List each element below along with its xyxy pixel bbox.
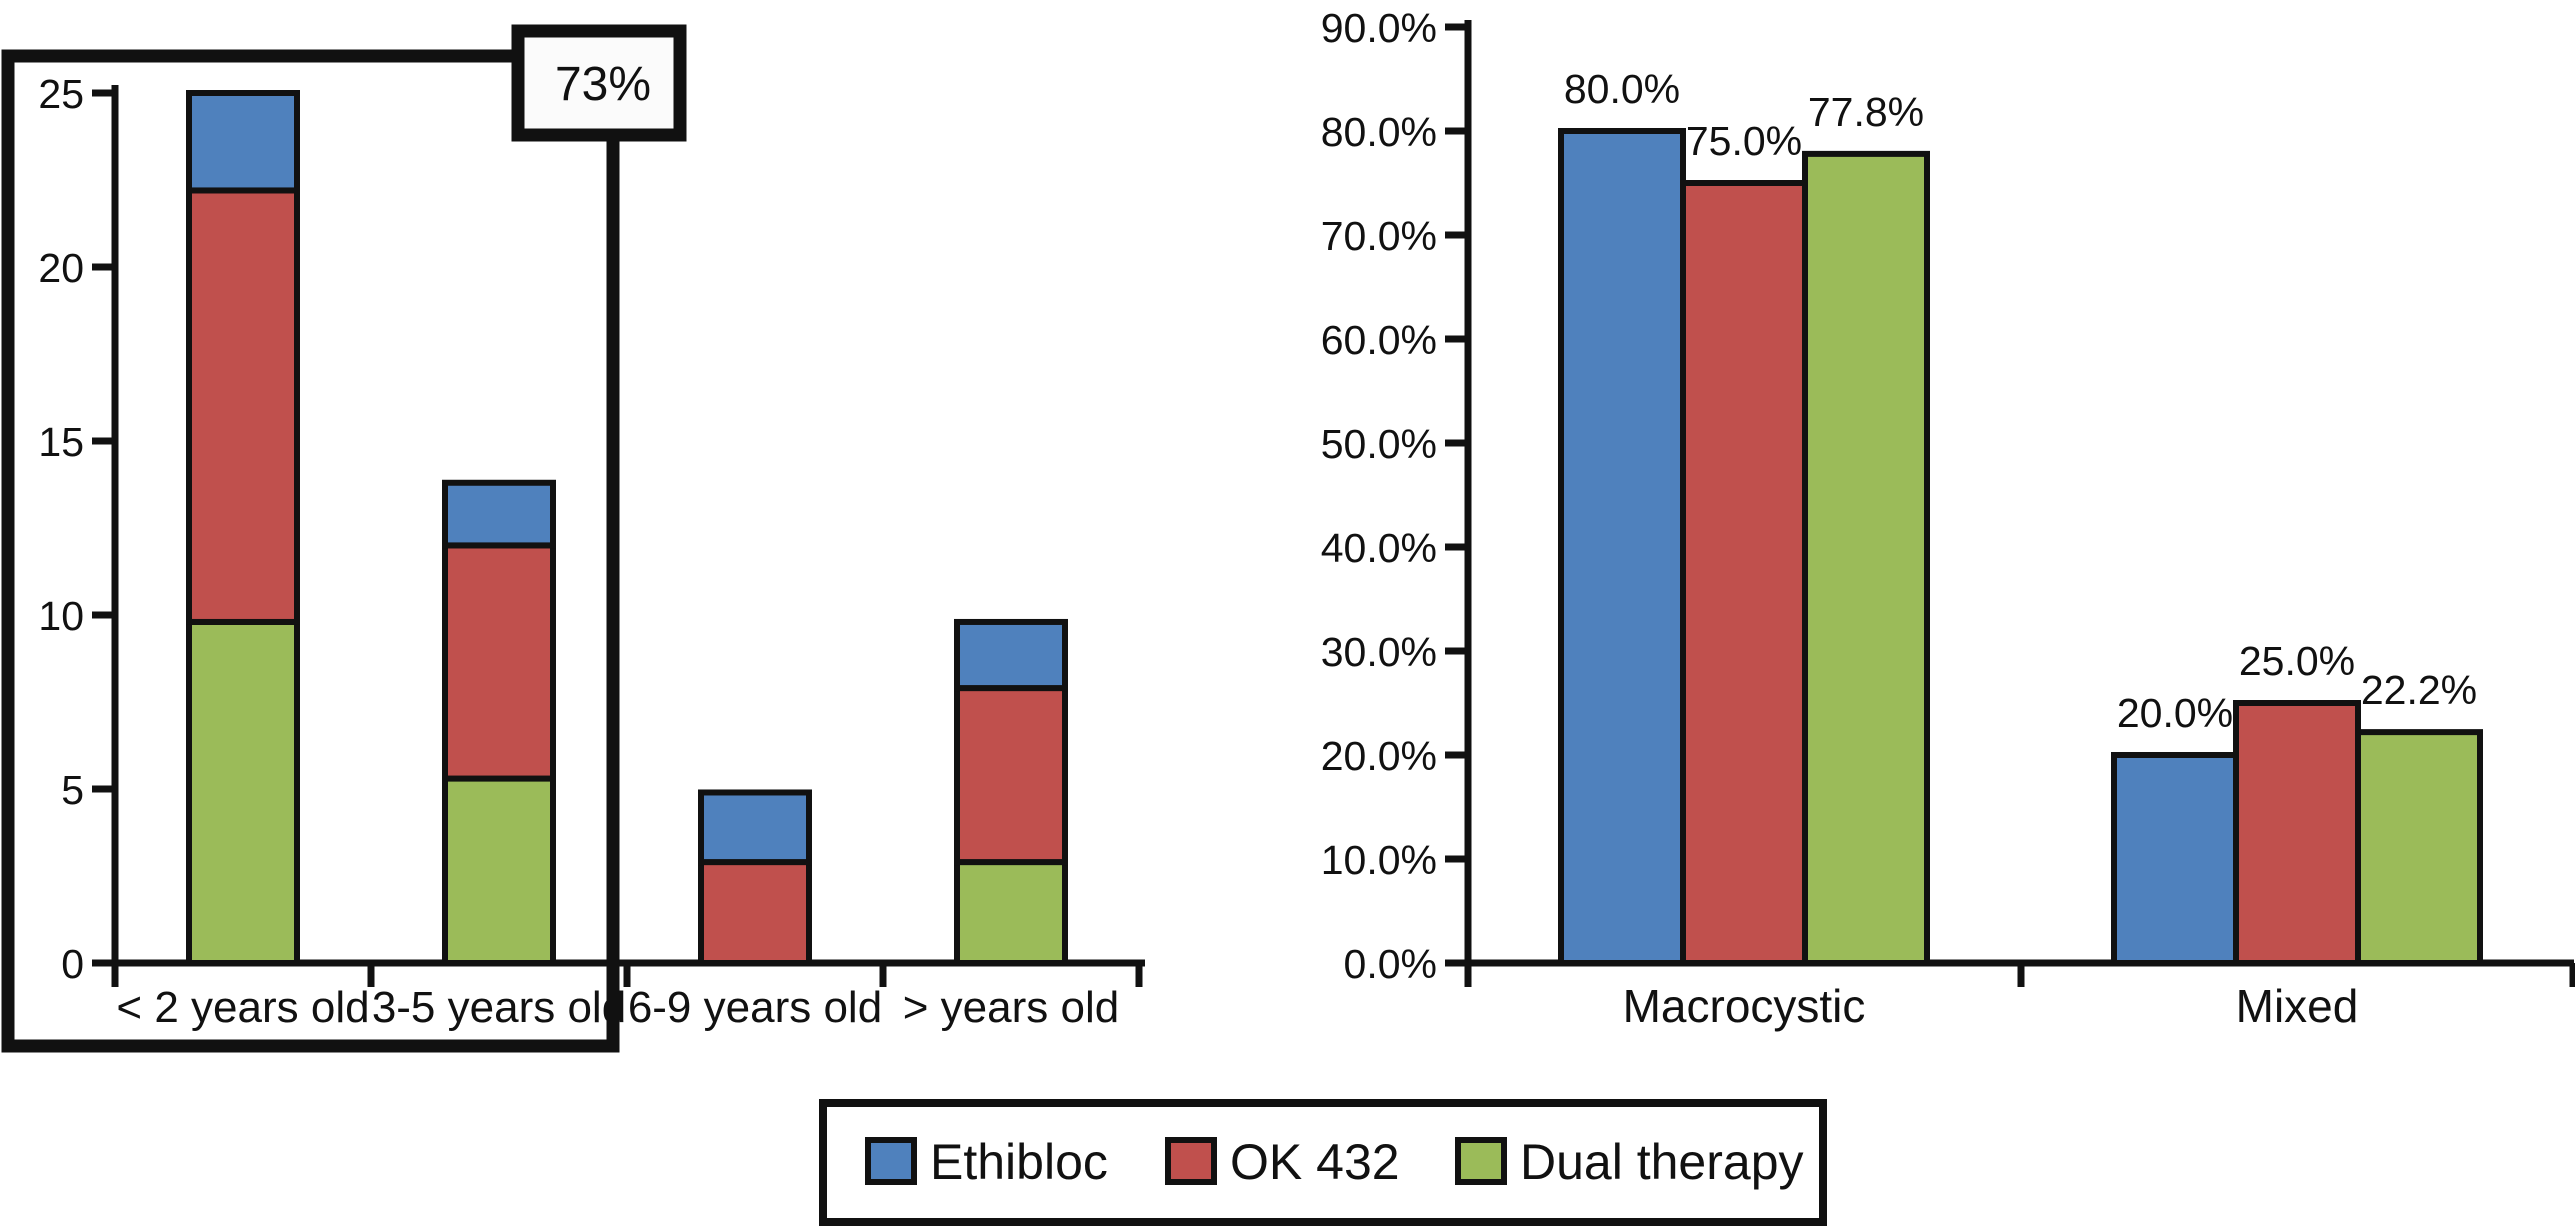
- legend-swatch-ethibloc: [865, 1137, 917, 1185]
- highlight-annotation: 73%: [1, 24, 687, 1053]
- callout-box: [511, 24, 687, 142]
- left-y-tick-label: 15: [38, 419, 84, 465]
- legend-label-ethibloc: Ethibloc: [930, 1134, 1108, 1190]
- grouped-bar-chart-lesion-type: 0.0% 10.0% 20.0% 30.0% 40.0% 50.0% 60.0% 70.0% 8…: [1321, 5, 2575, 1032]
- left-category-label: > years old: [903, 983, 1119, 1032]
- left-category-label: 6-9 years old: [628, 983, 882, 1032]
- left-y-tick-label: 20: [38, 245, 84, 291]
- stacked-bar-segment-ok-432: [186, 187, 300, 625]
- right-category-label: Macrocystic: [1623, 980, 1866, 1032]
- stacked-bar-segment-dual-therapy: [186, 618, 300, 967]
- bar-value-label: 75.0%: [1686, 118, 1802, 164]
- grouped-bar-ok-432: [1680, 180, 1808, 966]
- stacked-bar-segment-ethibloc: [698, 789, 812, 866]
- highlight-rectangle: [1, 49, 620, 1053]
- legend-label-dual-therapy: Dual therapy: [1520, 1134, 1804, 1190]
- right-y-tick-label: 20.0%: [1321, 733, 1437, 779]
- stacked-bar-segment-ok-432: [698, 859, 812, 967]
- stacked-bar-segment-ok-432: [954, 685, 1068, 866]
- right-y-tick-label: 90.0%: [1321, 5, 1437, 51]
- stacked-bar-segment-ok-432: [442, 542, 556, 782]
- right-y-tick-label: 70.0%: [1321, 213, 1437, 259]
- bar-value-label: 80.0%: [1564, 66, 1680, 112]
- right-y-tick-label: 80.0%: [1321, 109, 1437, 155]
- stacked-bar-segment-dual-therapy: [442, 775, 556, 966]
- grouped-bar-dual-therapy: [1802, 150, 1930, 966]
- right-y-tick-label: 10.0%: [1321, 837, 1437, 883]
- left-y-tick-label: 0: [61, 941, 84, 987]
- left-y-tick-label: 5: [61, 767, 84, 813]
- grouped-bar-ok-432: [2233, 700, 2361, 966]
- right-y-tick-label: 60.0%: [1321, 317, 1437, 363]
- bar-value-label: 77.8%: [1808, 89, 1924, 135]
- callout-label: 73%: [555, 58, 651, 111]
- left-y-tick-label: 25: [38, 71, 84, 117]
- grouped-bar-ethibloc: [1558, 128, 1686, 966]
- bar-value-label: 25.0%: [2239, 638, 2355, 684]
- right-y-tick-label: 40.0%: [1321, 525, 1437, 571]
- legend-swatch-ok432: [1165, 1137, 1217, 1185]
- right-y-tick-label: 0.0%: [1344, 941, 1437, 987]
- left-y-tick-label: 10: [38, 593, 84, 639]
- legend: Ethibloc OK 432 Dual therapy: [819, 1099, 1827, 1226]
- left-category-label: 3-5 years old: [372, 983, 626, 1032]
- left-category-label: < 2 years old: [116, 983, 369, 1032]
- stacked-bar-segment-ethibloc: [186, 90, 300, 194]
- bar-value-label: 20.0%: [2117, 690, 2233, 736]
- stacked-bar-segment-ethibloc: [442, 479, 556, 549]
- stacked-bar-chart-age-groups: 0 5 10 15 20 25 < 2 years old 3-5 years old 6-9 …: [38, 71, 1145, 1032]
- right-y-tick-label: 30.0%: [1321, 629, 1437, 675]
- stacked-bar-segment-ethibloc: [954, 618, 1068, 692]
- bar-value-label: 22.2%: [2361, 667, 2477, 713]
- legend-box: [819, 1099, 1827, 1226]
- grouped-bar-ethibloc: [2111, 752, 2239, 966]
- legend-label-ok432: OK 432: [1230, 1134, 1400, 1190]
- grouped-bar-dual-therapy: [2355, 729, 2483, 966]
- right-category-label: Mixed: [2236, 980, 2359, 1032]
- right-y-tick-label: 50.0%: [1321, 421, 1437, 467]
- legend-swatch-dual-therapy: [1455, 1137, 1507, 1185]
- stacked-bar-segment-dual-therapy: [954, 859, 1068, 967]
